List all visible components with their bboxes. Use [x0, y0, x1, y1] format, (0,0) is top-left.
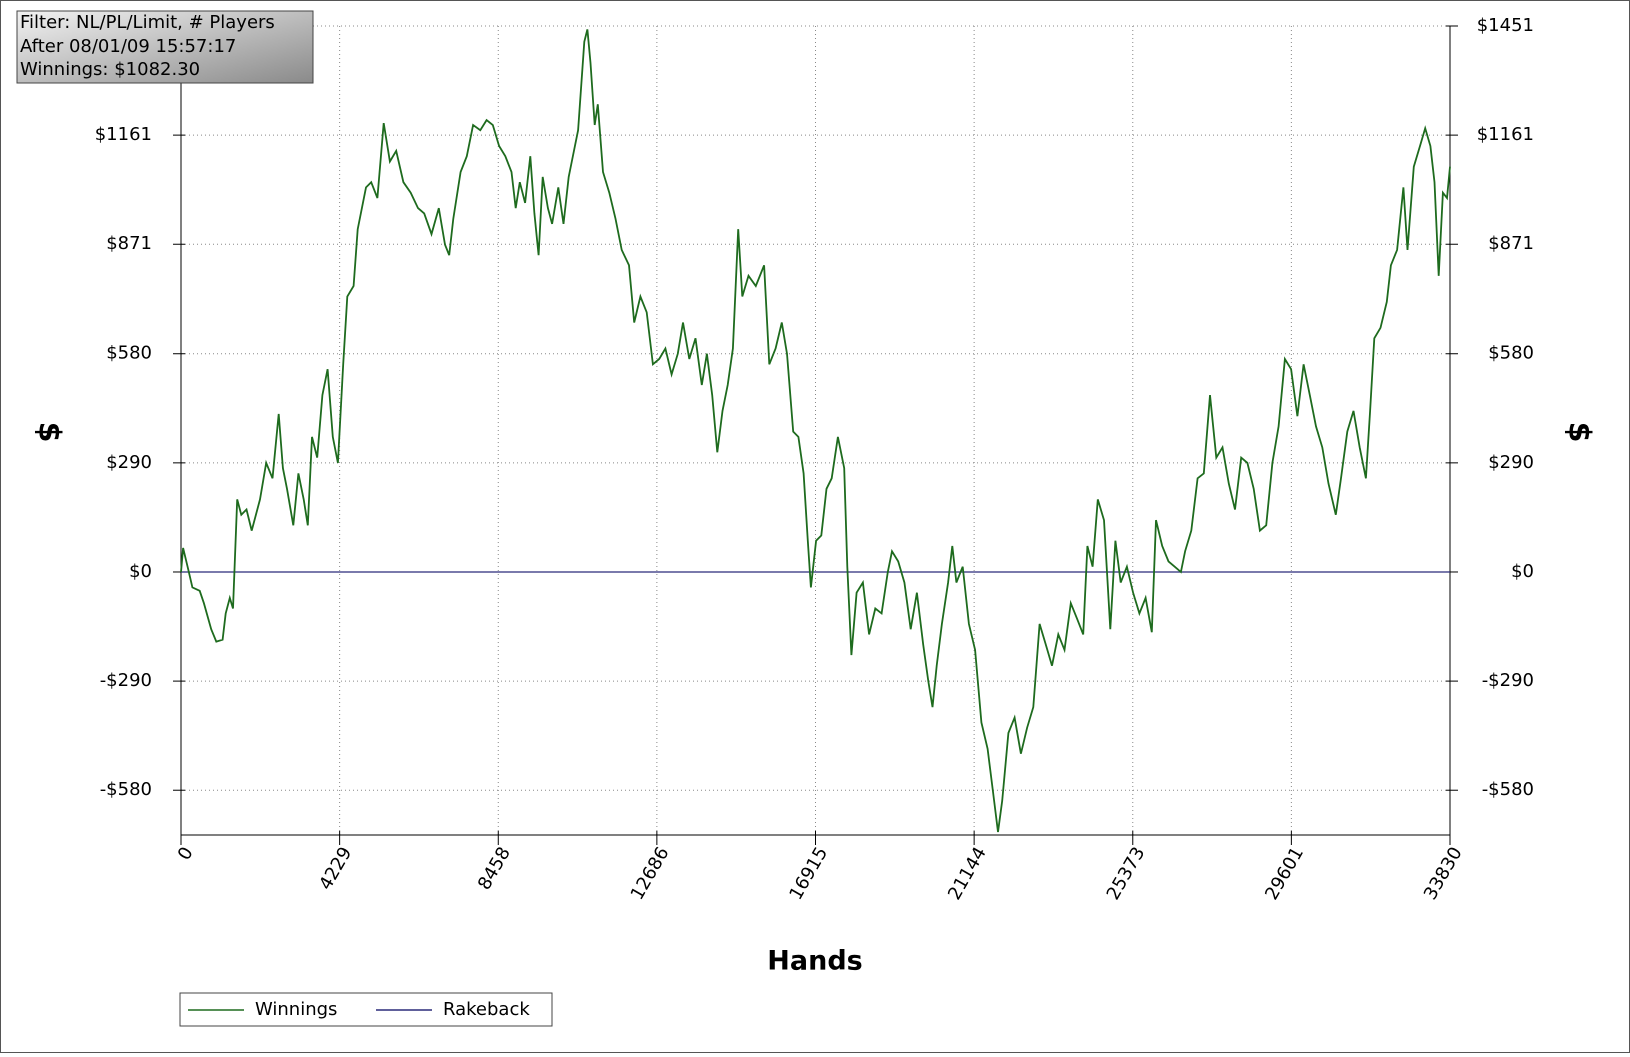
x-axis-label: Hands [767, 946, 862, 977]
series-line [180, 29, 1451, 833]
y2-tick-label: $1451 [1477, 15, 1534, 36]
y2-axis-label: $ [1562, 422, 1597, 443]
y-tick-label: $1161 [95, 124, 152, 145]
y-tick-label: $290 [106, 452, 152, 473]
y-tick-label: $580 [106, 343, 152, 364]
y-tick-label: -$290 [100, 670, 152, 691]
legend-label: Winnings [255, 999, 337, 1020]
y2-tick-label: -$580 [1482, 779, 1534, 800]
y-axis-label: $ [32, 422, 67, 443]
date-text: After 08/01/09 15:57:17 [20, 36, 236, 57]
y-tick-label: -$580 [100, 779, 152, 800]
y2-tick-label: $871 [1488, 233, 1534, 254]
filter-box-bg [16, 10, 314, 84]
legend-label: Rakeback [443, 999, 530, 1020]
filter-text: Filter: NL/PL/Limit, # Players [20, 12, 275, 33]
y2-tick-label: $1161 [1477, 124, 1534, 145]
filter-box: Filter: NL/PL/Limit, # Players After 08/… [16, 10, 314, 84]
y-tick-label: $0 [129, 561, 152, 582]
y2-tick-label: -$290 [1482, 670, 1534, 691]
y2-tick-label: $580 [1488, 343, 1534, 364]
y-tick-label: $871 [106, 233, 152, 254]
y2-tick-label: $290 [1488, 452, 1534, 473]
winnings-text: Winnings: $1082.30 [20, 59, 200, 80]
y2-tick-label: $0 [1511, 561, 1534, 582]
legend: Winnings Rakeback [179, 992, 553, 1027]
